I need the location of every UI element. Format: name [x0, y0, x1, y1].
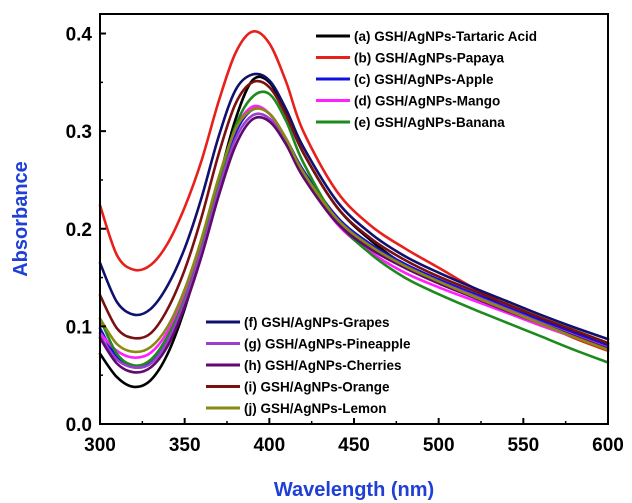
legend-item-d: (d) GSH/AgNPs-Mango [316, 94, 500, 109]
series-line-j [98, 107, 610, 354]
x-tick-label: 550 [507, 435, 539, 456]
x-tick-label: 600 [592, 435, 624, 456]
legend-label: (h) GSH/AgNPs-Cherries [244, 358, 402, 373]
legend-label: (b) GSH/AgNPs-Papaya [354, 51, 505, 66]
legend-item-g: (g) GSH/AgNPs-Pineapple [206, 337, 411, 352]
legend-item-c: (c) GSH/AgNPs-Apple [316, 72, 494, 87]
legend-item-f: (f) GSH/AgNPs-Grapes [206, 315, 390, 330]
y-tick-label: 0.3 [66, 122, 92, 143]
legend-label: (j) GSH/AgNPs-Lemon [244, 401, 387, 416]
y-tick-label: 0.1 [66, 317, 93, 338]
legend-item-b: (b) GSH/AgNPs-Papaya [316, 51, 505, 66]
legend-layer: (a) GSH/AgNPs-Tartaric Acid (b) GSH/AgNPs… [206, 29, 537, 416]
y-tick-label: 0.4 [66, 25, 93, 46]
legend-item-h: (h) GSH/AgNPs-Cherries [206, 358, 402, 373]
legend-label: (f) GSH/AgNPs-Grapes [244, 315, 390, 330]
y-tick-label: 0.2 [66, 220, 92, 241]
legend-label: (e) GSH/AgNPs-Banana [354, 115, 505, 130]
legend-label: (a) GSH/AgNPs-Tartaric Acid [354, 29, 537, 44]
y-axis-title: Absorbance [10, 161, 32, 277]
legend-item-a: (a) GSH/AgNPs-Tartaric Acid [316, 29, 537, 44]
x-tick-label: 350 [169, 435, 201, 456]
x-tick-label: 300 [84, 435, 116, 456]
series-line-e [98, 90, 610, 367]
y-tick-label: 0.0 [66, 415, 92, 436]
ticks-layer: 300 350 400 450 500 550 600 0.0 0.1 0.2 0.3 0.4 [66, 25, 624, 456]
series-layer [98, 29, 610, 389]
legend-label: (d) GSH/AgNPs-Mango [354, 94, 500, 109]
x-axis-title: Wavelength (nm) [274, 479, 434, 501]
series-line-f [98, 72, 610, 341]
series-line-i [98, 79, 610, 345]
legend-item-e: (e) GSH/AgNPs-Banana [316, 115, 505, 130]
legend-item-j: (j) GSH/AgNPs-Lemon [206, 401, 387, 416]
x-tick-label: 500 [423, 435, 455, 456]
legend-label: (g) GSH/AgNPs-Pineapple [244, 337, 411, 352]
legend-item-i: (i) GSH/AgNPs-Orange [206, 380, 390, 395]
legend-label: (i) GSH/AgNPs-Orange [244, 380, 390, 395]
x-tick-label: 400 [253, 435, 285, 456]
legend-label: (c) GSH/AgNPs-Apple [354, 72, 494, 87]
x-tick-label: 450 [338, 435, 370, 456]
